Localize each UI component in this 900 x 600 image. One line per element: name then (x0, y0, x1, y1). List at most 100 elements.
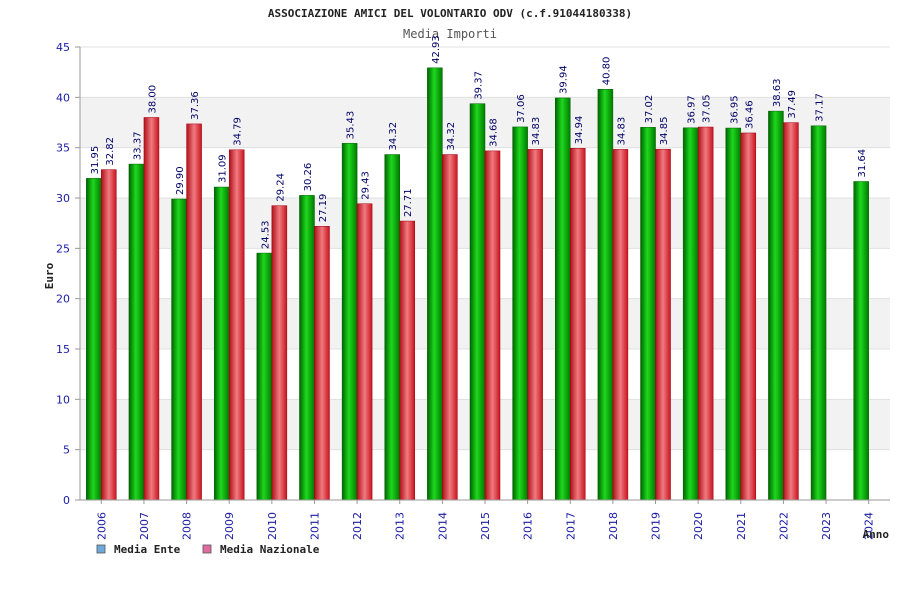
x-tick-label: 2011 (308, 512, 321, 540)
y-tick-label: 0 (63, 494, 70, 507)
bar-media-nazionale (271, 205, 288, 501)
bar-media-nazionale (101, 169, 117, 501)
data-label: 34.83 (616, 117, 627, 146)
legend-swatch-media-ente (96, 544, 106, 554)
bar-media-nazionale (740, 132, 757, 501)
bar-media-ente (213, 186, 230, 501)
data-label: 34.94 (574, 116, 585, 145)
bar-media-nazionale (783, 122, 799, 501)
data-label: 31.95 (90, 146, 101, 175)
x-tick-label: 2015 (479, 512, 492, 540)
y-tick-label: 45 (56, 41, 70, 54)
bar-media-ente (810, 125, 827, 501)
data-label: 34.32 (446, 122, 457, 151)
y-tick-label: 20 (56, 293, 70, 306)
y-axis-ticks: 0 5 10 15 20 25 30 35 40 45 (56, 41, 80, 507)
data-label: 37.05 (702, 94, 713, 123)
bar-media-ente (469, 103, 486, 501)
bar-media-nazionale (527, 149, 543, 501)
data-label: 37.06 (516, 94, 527, 123)
data-label: 38.63 (772, 78, 783, 107)
bar-media-ente (384, 154, 400, 501)
y-tick-label: 35 (56, 142, 70, 155)
data-label: 32.82 (105, 137, 116, 166)
data-label: 37.02 (644, 95, 655, 124)
bar-media-ente (299, 195, 315, 501)
x-tick-label: 2021 (735, 512, 748, 540)
bar-media-ente (128, 163, 145, 501)
data-label: 34.83 (531, 117, 542, 146)
legend-label-media-nazionale: Media Nazionale (220, 543, 320, 556)
bar-media-nazionale (186, 123, 202, 501)
data-label: 29.90 (175, 166, 186, 195)
x-tick-label: 2012 (351, 512, 364, 540)
data-label: 39.94 (559, 65, 570, 94)
x-tick-label: 2014 (436, 512, 449, 540)
x-axis-label: Anno (863, 528, 890, 541)
y-tick-label: 25 (56, 242, 70, 255)
x-axis-ticks: 2006 2007 2008 2009 2010 2011 2012 2013 2014 2015… (95, 500, 876, 540)
data-label: 36.46 (744, 100, 755, 129)
bar-series (86, 67, 869, 501)
data-label: 34.85 (659, 117, 670, 146)
data-label: 31.09 (218, 154, 229, 183)
bar-media-nazionale (314, 226, 330, 501)
bar-media-ente (86, 178, 102, 501)
data-label: 39.37 (474, 71, 485, 100)
data-label: 30.26 (303, 163, 314, 192)
chart-subtitle: Media Importi (403, 27, 497, 41)
x-tick-label: 2024 (863, 512, 876, 540)
bar-media-ente (682, 127, 699, 501)
bar-media-ente (555, 97, 571, 501)
data-label: 27.71 (403, 188, 414, 217)
x-tick-label: 2018 (607, 512, 620, 540)
bar-media-nazionale (442, 154, 458, 501)
data-labels: 31.95 33.37 29.90 31.09 24.53 30.26 35.43 34.32… (90, 35, 868, 249)
bar-media-ente (640, 127, 656, 501)
data-label: 29.24 (275, 173, 286, 202)
bar-media-nazionale (356, 203, 373, 501)
bar-media-nazionale (570, 148, 586, 501)
data-label: 42.93 (431, 35, 442, 64)
bar-media-ente (768, 110, 784, 501)
y-tick-label: 15 (56, 343, 70, 356)
bar-media-ente (725, 127, 742, 501)
legend-swatch-media-nazionale (202, 544, 212, 554)
legend-label-media-ente: Media Ente (114, 543, 181, 556)
bar-media-ente (597, 89, 614, 501)
x-tick-label: 2008 (181, 512, 194, 540)
data-label: 33.37 (132, 131, 143, 160)
x-tick-label: 2020 (692, 512, 705, 540)
data-label: 27.19 (318, 194, 329, 223)
x-tick-label: 2016 (522, 512, 535, 540)
x-tick-label: 2019 (650, 512, 663, 540)
bar-media-ente (853, 181, 869, 501)
bar-media-ente (512, 126, 528, 501)
data-label: 38.00 (147, 85, 158, 114)
bar-media-nazionale (399, 220, 415, 501)
data-label: 24.53 (260, 220, 271, 249)
data-label: 40.80 (601, 57, 612, 86)
bar-media-nazionale (228, 149, 245, 501)
y-axis-label: Euro (43, 262, 56, 289)
bar-media-ente (256, 252, 273, 501)
data-label: 34.32 (388, 122, 399, 151)
bar-media-ente (171, 198, 187, 501)
bar-media-ente (341, 143, 358, 501)
bar-media-ente (427, 67, 443, 501)
x-tick-label: 2007 (138, 512, 151, 540)
x-tick-label: 2006 (95, 512, 108, 540)
data-label: 29.43 (361, 171, 372, 200)
data-label: 36.95 (729, 95, 740, 124)
data-label: 34.68 (489, 118, 500, 147)
bar-media-nazionale (143, 117, 160, 501)
data-label: 37.36 (190, 91, 201, 120)
data-label: 37.49 (787, 90, 798, 119)
bar-media-nazionale (655, 148, 671, 501)
data-label: 37.17 (815, 93, 826, 122)
legend: Media Ente Media Nazionale (96, 543, 320, 556)
y-tick-label: 30 (56, 192, 70, 205)
x-tick-label: 2017 (564, 512, 577, 540)
y-tick-label: 10 (56, 393, 70, 406)
